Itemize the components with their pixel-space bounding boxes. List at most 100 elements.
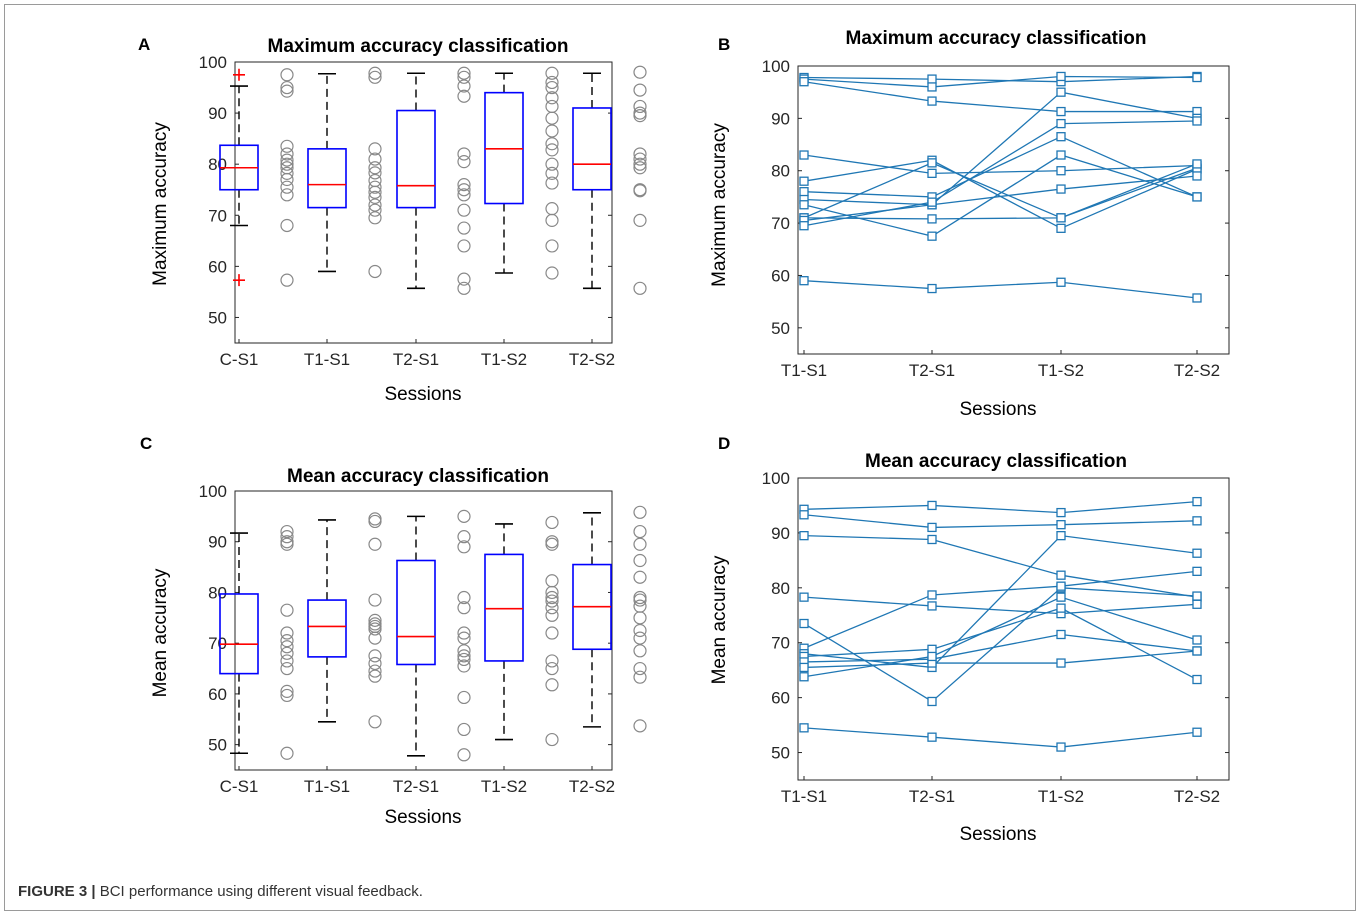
- series-line: [803, 120, 1198, 227]
- series-line: [803, 607, 1198, 681]
- data-point: [457, 70, 471, 84]
- data-point: [545, 66, 559, 80]
- series-marker: [1056, 223, 1066, 233]
- data-point: [545, 585, 559, 600]
- data-point: [368, 622, 382, 636]
- chart-title: Mean accuracy classification: [287, 466, 549, 487]
- series-line: [803, 135, 1198, 198]
- series-marker: [1056, 592, 1066, 602]
- data-point: [457, 530, 471, 544]
- data-point: [457, 203, 471, 217]
- y-tick-label: 100: [199, 482, 227, 501]
- series-marker: [927, 590, 937, 600]
- data-point: [280, 603, 294, 617]
- y-tick-label: 60: [208, 685, 227, 704]
- series-marker: [1192, 159, 1202, 169]
- data-point: [280, 218, 294, 233]
- panel-letter: B: [718, 35, 730, 54]
- series-line: [803, 587, 1198, 703]
- data-point: [280, 654, 294, 668]
- series-marker: [927, 214, 937, 224]
- data-point: [545, 626, 559, 640]
- series-marker: [927, 82, 937, 92]
- y-tick-label: 90: [208, 104, 227, 123]
- data-point: [633, 670, 647, 684]
- data-point: [457, 631, 471, 645]
- data-point: [457, 281, 471, 295]
- series-marker: [1192, 646, 1202, 656]
- figure-canvas: A Maximum accuracy classification Sessio…: [138, 28, 1230, 845]
- data-point: [368, 152, 382, 166]
- outlier-marker: [233, 68, 245, 81]
- data-point: [545, 157, 559, 171]
- x-tick-label: T2-S2: [1174, 361, 1220, 380]
- series-marker: [1192, 674, 1202, 685]
- data-point: [457, 89, 471, 103]
- series-marker: [1192, 116, 1202, 126]
- series-line: [803, 727, 1198, 748]
- data-point: [280, 634, 294, 648]
- chart-title: Maximum accuracy classification: [846, 28, 1147, 49]
- chart-title: Mean accuracy classification: [865, 451, 1127, 472]
- data-point: [280, 646, 294, 660]
- series-marker: [799, 510, 809, 520]
- series-marker: [1056, 184, 1066, 194]
- series-marker: [1192, 591, 1202, 601]
- data-point: [545, 166, 559, 180]
- series-marker: [799, 618, 809, 629]
- series-line: [803, 175, 1198, 222]
- data-point: [633, 661, 647, 676]
- series-marker: [1056, 570, 1066, 580]
- series-marker: [1056, 150, 1066, 160]
- x-tick-label: T1-S1: [304, 777, 350, 796]
- x-tick-label: T1-S2: [481, 350, 527, 369]
- series-marker: [927, 158, 937, 168]
- data-point: [545, 143, 559, 157]
- data-point: [280, 180, 294, 194]
- series-line: [803, 650, 1198, 669]
- series-line: [803, 154, 1198, 174]
- series-line: [803, 75, 1198, 83]
- data-point: [368, 190, 382, 204]
- box: [219, 593, 259, 675]
- data-point: [368, 203, 382, 217]
- series-marker: [1056, 581, 1066, 591]
- series-marker: [927, 522, 937, 533]
- data-point: [280, 188, 294, 202]
- y-tick-label: 90: [771, 524, 790, 543]
- y-tick-label: 60: [771, 266, 790, 285]
- x-tick-label: T1-S1: [781, 361, 827, 380]
- data-point: [457, 79, 471, 93]
- series-marker: [799, 221, 809, 231]
- data-point: [368, 512, 382, 526]
- x-tick-label: T2-S1: [393, 350, 439, 369]
- data-point: [368, 180, 382, 194]
- data-point: [457, 748, 471, 762]
- y-tick-label: 100: [199, 53, 227, 72]
- data-point: [545, 239, 559, 253]
- plot-area: [797, 65, 1230, 355]
- series-marker: [927, 96, 937, 106]
- y-tick-label: 50: [208, 308, 227, 327]
- x-tick-label: T2-S2: [569, 777, 615, 796]
- series-marker: [1192, 72, 1202, 83]
- data-point: [633, 147, 647, 161]
- x-tick-label: T1-S1: [781, 787, 827, 806]
- y-tick-label: 80: [208, 583, 227, 602]
- y-tick-label: 70: [208, 634, 227, 653]
- data-point: [633, 161, 647, 175]
- data-point: [457, 66, 471, 80]
- x-tick-label: T2-S1: [393, 777, 439, 796]
- series-marker: [799, 150, 809, 160]
- y-tick-label: 80: [771, 579, 790, 598]
- series-marker: [927, 231, 937, 241]
- data-point: [633, 157, 647, 171]
- data-point: [545, 176, 559, 190]
- data-point: [545, 537, 559, 551]
- series-marker: [1056, 132, 1066, 142]
- data-point: [457, 178, 471, 192]
- series-marker: [1192, 566, 1202, 576]
- data-point: [545, 608, 559, 622]
- panel-letter: D: [718, 434, 730, 453]
- x-axis-label: Sessions: [384, 807, 461, 828]
